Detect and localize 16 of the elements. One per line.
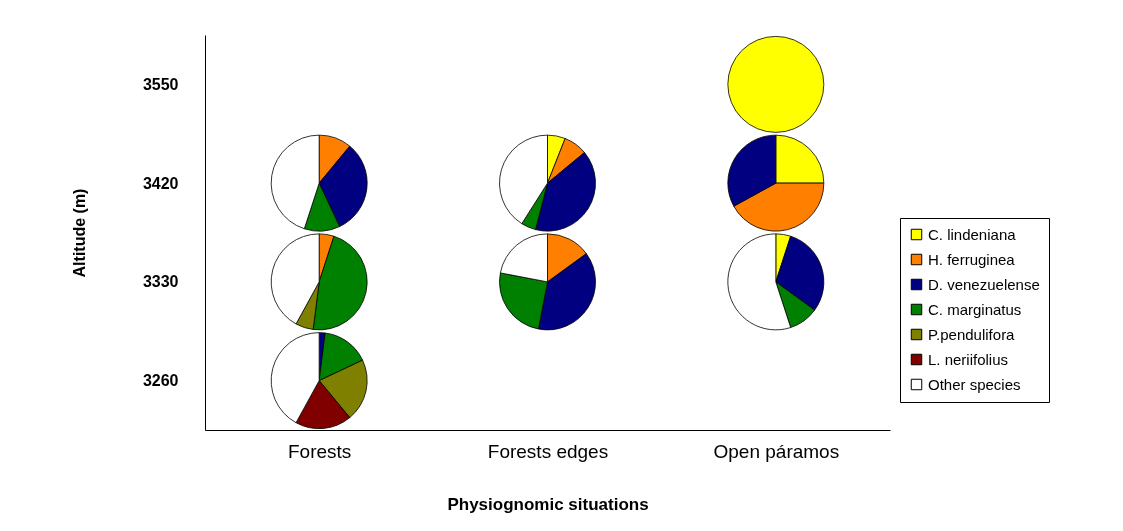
- legend-label: H. ferruginea: [928, 250, 1016, 268]
- category-label: 3260: [142, 372, 179, 390]
- legend-label: P.pendulifora: [928, 325, 1016, 343]
- category-label: Open páramos: [713, 440, 840, 462]
- text: Altitude (m): [70, 188, 88, 278]
- text: Physiognomic situations: [447, 494, 649, 514]
- legend-label: D. venezuelense: [928, 275, 1040, 293]
- category-label: 3420: [142, 174, 179, 192]
- category-label: 3330: [142, 273, 179, 291]
- legend-label: L. neriifolius: [928, 350, 1009, 368]
- legend-label: C. marginatus: [928, 300, 1022, 318]
- category-label: Forests edges: [487, 440, 609, 462]
- legend-label: C. lindeniana: [928, 225, 1017, 243]
- category-label: Forests: [287, 440, 352, 462]
- category-label: 3550: [142, 75, 179, 93]
- legend-label: Other species: [928, 375, 1021, 393]
